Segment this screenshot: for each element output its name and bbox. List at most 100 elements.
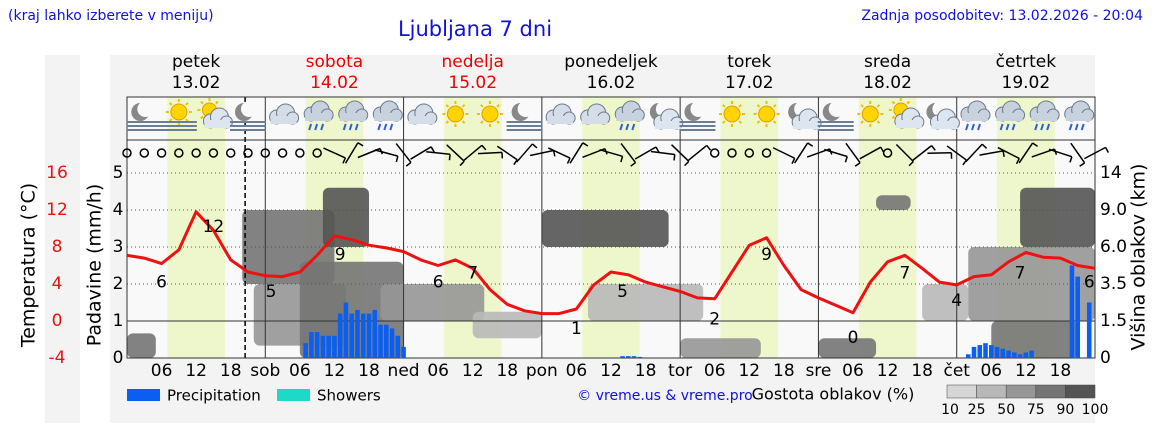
precipitation-bar [1024, 352, 1029, 358]
sun [724, 106, 740, 122]
precipitation-bar [349, 314, 354, 358]
precipitation-bar [972, 347, 977, 358]
cloud-base [204, 120, 230, 128]
cloud-tick-label: 3.5 [1100, 274, 1127, 294]
precipitation-bar [338, 314, 343, 358]
temperature-label: 7 [899, 263, 910, 283]
sun [759, 106, 775, 122]
x-tick-label: 18 [911, 361, 933, 381]
precipitation-tick-label: 2 [113, 274, 124, 294]
temperature-tick-label: 12 [46, 200, 68, 220]
moon-cut [829, 101, 845, 117]
day-name: sreda [864, 52, 911, 72]
x-tick-label: 06 [980, 361, 1002, 381]
day-date: 15.02 [448, 73, 497, 93]
precipitation-bar [626, 356, 631, 358]
cloud-base [547, 116, 573, 124]
x-tick-label: 06 [289, 361, 311, 381]
day-name: sobota [306, 52, 364, 72]
day-name: četrtek [996, 52, 1057, 72]
cloud-tick-label: 6.0 [1100, 237, 1127, 257]
moon-cut [137, 101, 153, 117]
cloud-legend-label: 25 [968, 402, 986, 418]
cloud-base [1031, 113, 1057, 121]
legend-label: Showers [317, 387, 381, 405]
precipitation-bar [1075, 277, 1080, 358]
temperature-label: 7 [1015, 263, 1026, 283]
precipitation-bar [1029, 351, 1034, 358]
temperature-label: 6 [1084, 273, 1095, 293]
cloud-base [655, 121, 681, 129]
x-tick-label: sob [250, 361, 280, 381]
precipitation-bar [1018, 354, 1023, 358]
moon-cut [690, 101, 706, 117]
x-tick-label: 12 [185, 361, 207, 381]
precipitation-bar [396, 336, 401, 358]
temperature-label: 1 [571, 319, 582, 339]
day-date: 19.02 [1002, 73, 1051, 93]
precipitation-tick-label: 4 [113, 200, 124, 220]
precipitation-axis-title: Padavine (mm/h) [84, 184, 106, 347]
cloud-block [127, 333, 156, 358]
note: (kraj lahko izberete v meniju) [8, 8, 214, 24]
precipitation-bar [977, 345, 982, 358]
precipitation-bar [1001, 349, 1006, 358]
cloud-axis-title: Višina oblakov (km) [1128, 164, 1150, 351]
precipitation-bar [384, 325, 389, 358]
sun [862, 106, 878, 122]
x-tick-label: 18 [635, 361, 657, 381]
day-name: ponedeljek [564, 52, 658, 72]
temperature-tick-label: 8 [52, 237, 63, 257]
precipitation-tick-label: 0 [113, 348, 124, 368]
sun [171, 104, 187, 120]
precipitation-bar [983, 343, 988, 358]
x-tick-label: ned [388, 361, 420, 381]
x-tick-label: čet [943, 361, 970, 381]
wind-barb [1106, 147, 1109, 152]
precipitation-bar [332, 336, 337, 358]
x-tick-label: 06 [704, 361, 726, 381]
precipitation-bar [361, 314, 366, 358]
day-date: 17.02 [725, 73, 774, 93]
cloud-base [409, 116, 435, 124]
x-tick-label: 06 [427, 361, 449, 381]
cloud-legend-label: 100 [1082, 402, 1109, 418]
daylight-band [720, 97, 778, 358]
cloud-base [931, 121, 957, 129]
cloud-legend-label: 90 [1056, 402, 1074, 418]
cloud-tick-label: 1.5 [1100, 311, 1127, 331]
cloud-base [374, 113, 400, 121]
temperature-label: 9 [335, 245, 346, 265]
cloud-base [582, 116, 608, 124]
precipitation-bar [1087, 303, 1092, 359]
day-date: 18.02 [863, 73, 912, 93]
cloud-block [680, 338, 761, 358]
precipitation-bar [390, 328, 395, 358]
temperature-axis-title: Temperatura (°C) [18, 183, 40, 348]
cloud-legend-swatch [1036, 385, 1066, 398]
cloud-legend-label: 75 [1027, 402, 1045, 418]
precipitation-bar [989, 345, 994, 358]
cloud-tick-label: 0 [1100, 348, 1111, 368]
wind-barb [1003, 151, 1004, 157]
cloud-legend-label: 50 [997, 402, 1015, 418]
temperature-label: 4 [951, 291, 962, 311]
cloud-base [896, 120, 922, 128]
x-tick-label: 18 [220, 361, 242, 381]
x-tick-label: tor [668, 361, 692, 381]
credit: © vreme.us & vreme.pro [577, 388, 752, 404]
x-tick-label: 18 [496, 361, 518, 381]
precipitation-bar [315, 332, 320, 358]
precipitation-bar [1070, 266, 1075, 359]
temperature-tick-label: -4 [49, 348, 66, 368]
cloud-base [793, 121, 819, 129]
precipitation-bar [372, 310, 377, 358]
x-tick-label: 12 [877, 361, 899, 381]
cloud-base [305, 113, 331, 121]
precipitation-tick-label: 5 [113, 163, 124, 183]
daylight-band [859, 97, 917, 358]
precipitation-bar [367, 314, 372, 358]
cloud-block [588, 284, 703, 321]
precipitation-tick-label: 1 [113, 311, 124, 331]
